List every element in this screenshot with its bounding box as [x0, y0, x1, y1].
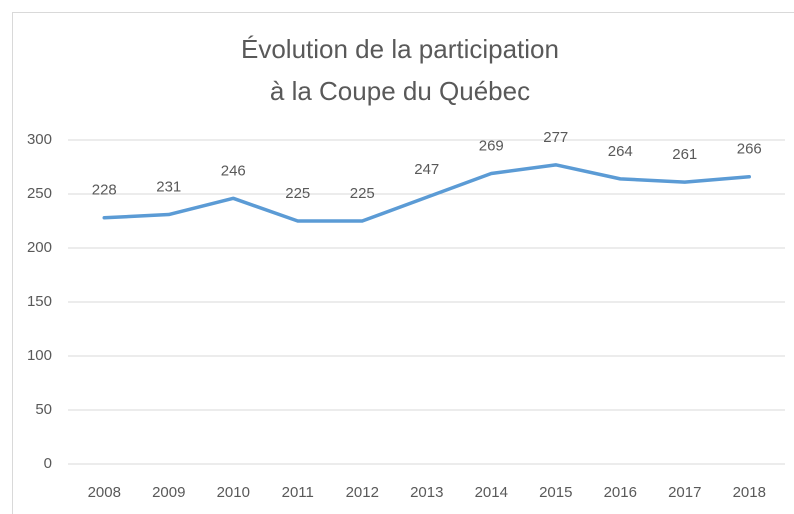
- data-label: 277: [543, 129, 568, 146]
- chart-frame: [12, 12, 794, 514]
- x-tick-label: 2017: [668, 484, 701, 501]
- y-tick-label: 200: [27, 239, 52, 256]
- data-label: 261: [672, 146, 697, 163]
- y-tick-label: 50: [35, 401, 52, 418]
- x-tick-label: 2012: [346, 484, 379, 501]
- data-label: 231: [156, 178, 181, 195]
- x-tick-label: 2011: [282, 484, 314, 501]
- x-tick-label: 2009: [152, 484, 185, 501]
- y-tick-label: 250: [27, 185, 52, 202]
- y-tick-label: 100: [27, 347, 52, 364]
- x-tick-label: 2015: [539, 484, 572, 501]
- chart-title: à la Coupe du Québec: [270, 76, 530, 106]
- y-tick-label: 300: [27, 131, 52, 148]
- data-label: 246: [221, 162, 246, 179]
- x-tick-label: 2010: [217, 484, 250, 501]
- x-tick-label: 2008: [88, 484, 121, 501]
- y-tick-label: 150: [27, 293, 52, 310]
- data-label: 269: [479, 137, 504, 154]
- x-tick-label: 2018: [733, 484, 766, 501]
- data-label: 266: [737, 141, 762, 158]
- data-line: [102, 163, 751, 223]
- data-label: 247: [414, 161, 439, 178]
- data-label: 264: [608, 143, 633, 160]
- data-label: 228: [92, 182, 117, 199]
- data-label: 225: [285, 185, 310, 202]
- y-tick-label: 0: [44, 455, 52, 472]
- chart-title: Évolution de la participation: [241, 34, 559, 64]
- data-label: 225: [350, 185, 375, 202]
- x-tick-label: 2013: [410, 484, 443, 501]
- x-tick-label: 2014: [475, 484, 508, 501]
- x-tick-label: 2016: [604, 484, 637, 501]
